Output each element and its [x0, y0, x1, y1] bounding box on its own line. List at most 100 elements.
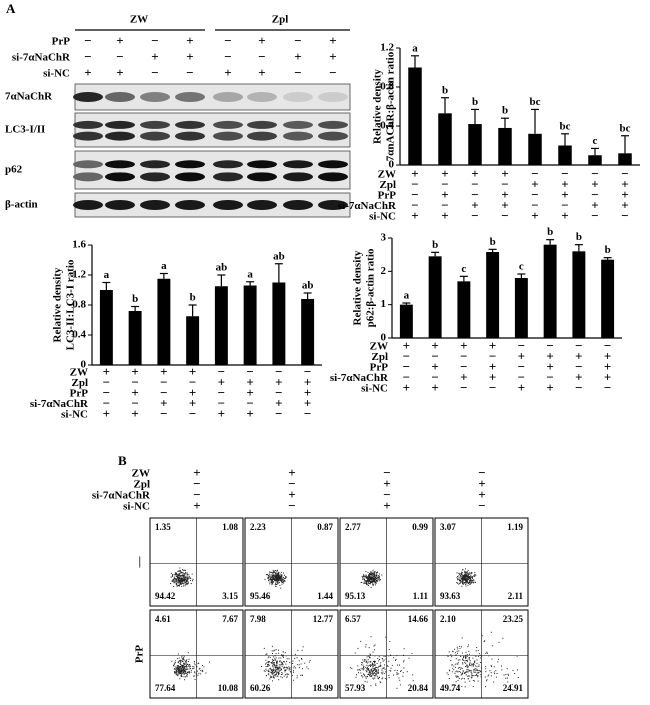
flow-dot [479, 655, 481, 656]
flow-dot [200, 670, 202, 672]
y-axis-label: p62:β-actin ratio [365, 248, 377, 327]
flow-dot [182, 578, 184, 580]
flow-dot [285, 576, 286, 578]
bar [301, 299, 315, 365]
condition-sign: − [471, 176, 478, 191]
flow-dot [478, 670, 480, 672]
flow-dot [281, 579, 283, 581]
flow-dot [175, 572, 177, 574]
blot-band [105, 200, 135, 210]
quadrant-percent: 2.77 [345, 522, 361, 532]
condition-sign: − [478, 465, 485, 480]
flow-dot [456, 676, 458, 678]
flow-dot [362, 576, 364, 578]
condition-sign: + [441, 187, 448, 202]
flow-dot [278, 667, 279, 669]
flow-dot [177, 576, 179, 578]
flow-dot [364, 580, 366, 581]
flow-dot [460, 574, 462, 576]
flow-dot [460, 674, 462, 676]
flow-dot [274, 577, 276, 579]
flow-dot [367, 582, 369, 584]
flow-dot [183, 658, 184, 660]
flow-dot [363, 582, 365, 584]
flow-dot [270, 668, 272, 670]
flow-dot [182, 671, 184, 673]
flow-dot [471, 673, 473, 675]
bar [601, 259, 615, 338]
flow-dot [412, 674, 414, 676]
flow-dot [366, 676, 368, 678]
flow-dot [461, 578, 463, 580]
flow-dot [468, 576, 470, 578]
flow-dot [462, 658, 464, 660]
flow-dot [297, 650, 299, 651]
flow-dot [179, 666, 181, 668]
flow-dot [372, 577, 374, 579]
flow-dot [275, 581, 277, 583]
flow-dot [190, 577, 192, 579]
flow-dot [374, 574, 376, 576]
flow-dot [183, 656, 185, 658]
flow-dot [181, 580, 183, 582]
blot-row-label: β-actin [5, 199, 38, 211]
flow-dot [179, 583, 181, 585]
condition-sign: + [471, 197, 478, 212]
flow-dot [463, 672, 465, 674]
flow-dot [373, 678, 375, 680]
flow-dot [276, 672, 278, 673]
flow-dot [182, 577, 184, 579]
condition-name: PrP [378, 190, 397, 202]
flow-dot [182, 665, 184, 667]
flow-dot [366, 662, 368, 664]
flow-dot [398, 677, 400, 679]
blot-band [213, 200, 243, 210]
flow-dot [281, 574, 282, 576]
flow-dot [371, 578, 372, 580]
flow-dot [286, 668, 288, 670]
flow-dot [378, 666, 380, 668]
flow-dot [373, 575, 375, 577]
group-label: ZW [130, 14, 148, 26]
flow-dot [468, 658, 470, 660]
condition-sign: − [304, 406, 311, 421]
flow-dot [278, 579, 280, 581]
flow-dot [381, 672, 383, 674]
flow-dot [384, 678, 386, 679]
flow-dot [289, 670, 291, 672]
flow-dot [175, 667, 177, 669]
flow-dot [469, 577, 470, 579]
flow-dot [183, 671, 185, 673]
flow-dot [474, 662, 476, 663]
flow-dot [364, 659, 366, 660]
flow-dot [474, 574, 476, 575]
flow-dot [283, 582, 285, 584]
flow-dot [369, 670, 371, 672]
flow-dot [455, 681, 457, 683]
flow-dot [372, 581, 374, 583]
flow-dot [186, 666, 188, 668]
flow-dot [374, 571, 376, 573]
condition-name: ZW [370, 341, 388, 353]
flow-dot [279, 669, 281, 671]
flow-dot [465, 578, 467, 580]
flow-dot [173, 577, 175, 579]
flow-dot [181, 656, 183, 658]
flow-dot [282, 582, 283, 584]
flow-dot [263, 647, 265, 649]
flow-dot [186, 574, 188, 576]
flow-dot [304, 662, 306, 664]
flow-dot [457, 578, 459, 580]
flow-dot [282, 656, 284, 658]
condition-sign: − [411, 197, 418, 212]
blot-band [140, 120, 170, 129]
flow-dot [273, 578, 274, 580]
condition-sign: + [383, 476, 390, 491]
flow-dot [178, 584, 180, 586]
flow-dot [293, 670, 294, 672]
flow-dot [272, 661, 274, 663]
flow-dot [366, 668, 368, 670]
flow-dot [307, 668, 309, 670]
condition-sign: + [604, 348, 611, 363]
flow-dot [472, 581, 474, 583]
